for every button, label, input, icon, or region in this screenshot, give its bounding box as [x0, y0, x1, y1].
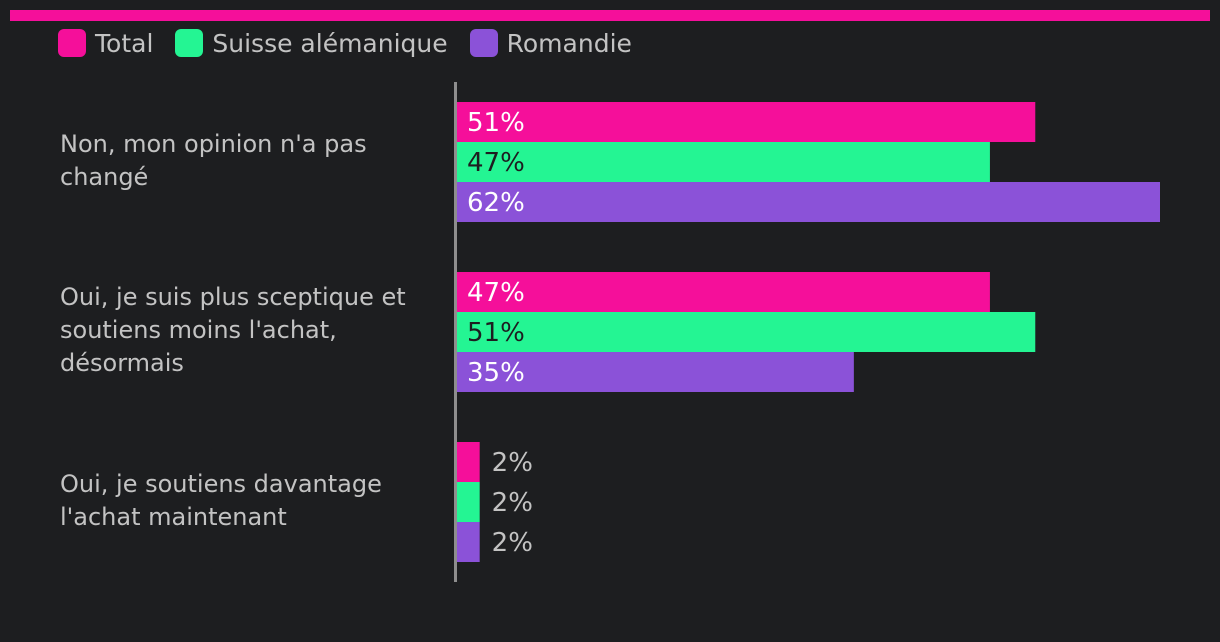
- y-axis-line: [454, 82, 457, 582]
- data-label-romandie-cat3: 2%: [492, 528, 533, 558]
- legend: Total Suisse alémanique Romandie: [58, 28, 654, 58]
- data-label-suisse-alemanique-cat2: 51%: [467, 318, 525, 348]
- bar-suisse-alemanique-cat3: [457, 482, 480, 522]
- legend-label-total: Total: [95, 28, 154, 58]
- bar-romandie-cat3: [457, 522, 480, 562]
- bar-suisse-alemanique-cat1: [457, 142, 990, 182]
- bar-romandie-cat1: [457, 182, 1160, 222]
- data-label-total-cat2: 47%: [467, 278, 525, 308]
- data-label-total-cat1: 51%: [467, 108, 525, 138]
- bar-total-cat1: [457, 102, 1036, 142]
- bar-romandie-cat2: [457, 352, 854, 392]
- legend-swatch-suisse-alemanique: [175, 29, 204, 57]
- data-label-suisse-alemanique-cat1: 47%: [467, 148, 525, 178]
- legend-label-suisse-alemanique: Suisse alémanique: [212, 28, 448, 58]
- bar-total-cat3: [457, 442, 480, 482]
- legend-swatch-total: [58, 29, 86, 57]
- legend-label-romandie: Romandie: [506, 28, 632, 58]
- bar-suisse-alemanique-cat2: [457, 312, 1036, 352]
- legend-item-total: Total: [58, 29, 153, 58]
- data-label-romandie-cat1: 62%: [467, 188, 525, 218]
- data-label-suisse-alemanique-cat3: 2%: [492, 488, 533, 518]
- category-label-more-supportive: Oui, je soutiens davantage l'achat maint…: [60, 470, 382, 531]
- legend-item-romandie: Romandie: [469, 28, 632, 58]
- legend-swatch-romandie: [469, 29, 498, 57]
- top-accent-bar: [10, 10, 1210, 21]
- category-label-more-sceptical: Oui, je suis plus sceptique et soutiens …: [60, 283, 406, 377]
- bar-total-cat2: [457, 272, 990, 312]
- legend-item-suisse-alemanique: Suisse alémanique: [175, 28, 448, 58]
- category-label-no-change: Non, mon opinion n'a pas changé: [60, 130, 367, 191]
- data-label-total-cat3: 2%: [492, 448, 533, 478]
- data-label-romandie-cat2: 35%: [467, 358, 525, 388]
